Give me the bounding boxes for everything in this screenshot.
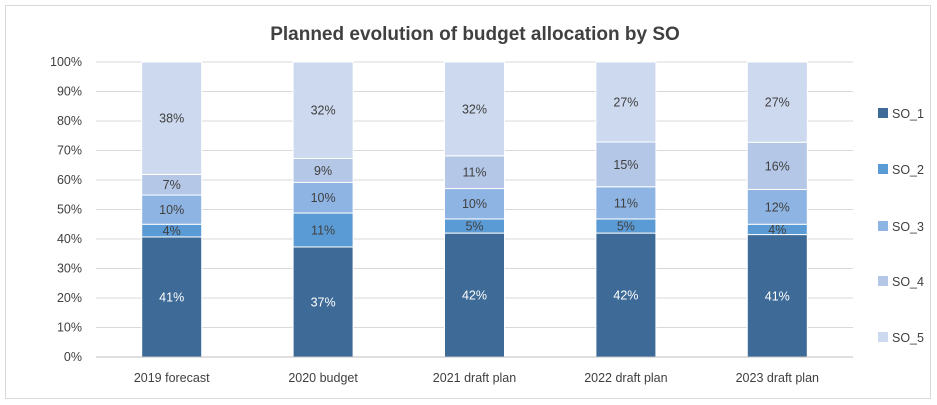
bar-segment-so5 [141, 61, 203, 175]
bar-segment-so4 [595, 141, 657, 188]
data-label: 37% [311, 295, 336, 309]
y-tick-label: 90% [57, 85, 82, 99]
bar-segment-so5 [746, 61, 808, 143]
bar-segment-so3 [141, 194, 203, 225]
data-label: 11% [614, 196, 638, 210]
x-tick-label: 2019 forecast [134, 371, 210, 385]
y-axis: 0% 10% 20% 30% 40% 50% 60% 70% 80% 90% 100% [50, 55, 82, 364]
data-label: 16% [765, 159, 790, 173]
data-label: 10% [311, 191, 336, 205]
legend-label: SO_4 [892, 275, 924, 289]
bar-segment-so2 [292, 212, 354, 248]
x-tick-label: 2023 draft plan [736, 371, 819, 385]
data-label: 10% [159, 203, 184, 217]
data-label: 38% [159, 112, 184, 126]
data-label: 27% [765, 96, 790, 110]
y-tick-label: 70% [57, 144, 82, 158]
data-label: 32% [462, 102, 487, 116]
y-tick-label: 40% [57, 232, 82, 246]
y-tick-label: 10% [57, 321, 82, 335]
chart-title: Planned evolution of budget allocation b… [270, 24, 680, 45]
legend-label: SO_2 [892, 163, 924, 177]
legend-label: SO_3 [892, 220, 924, 234]
bar-segment-so5 [595, 61, 657, 143]
data-label: 7% [163, 178, 181, 192]
y-tick-label: 80% [57, 114, 82, 128]
legend-swatch [878, 164, 888, 174]
bar-segment-so3 [292, 181, 354, 214]
legend: SO_1 SO_2 SO_3 SO_4 SO_5 [878, 107, 924, 345]
bar-segment-so1 [444, 232, 505, 358]
legend-swatch [878, 276, 888, 286]
y-tick-label: 60% [57, 173, 82, 187]
bar-segment-so5 [292, 61, 354, 159]
data-label: 9% [314, 164, 332, 178]
x-tick-label: 2020 budget [288, 371, 358, 385]
bars: 41% 4% 10% 7% 38% 37% 11% 10% 9% 32% 42% 5% 10% 11% 32… [141, 61, 808, 358]
y-tick-label: 30% [57, 262, 82, 276]
y-tick-label: 20% [57, 291, 82, 305]
y-tick-label: 0% [64, 350, 82, 364]
data-label: 5% [465, 220, 483, 234]
legend-label: SO_1 [892, 107, 924, 121]
data-label: 12% [765, 200, 790, 214]
data-label: 11% [311, 224, 335, 238]
data-label: 27% [613, 95, 638, 109]
data-label: 4% [163, 224, 181, 238]
data-label: 10% [462, 197, 487, 211]
legend-label: SO_5 [892, 331, 924, 345]
data-label: 41% [765, 289, 790, 303]
legend-swatch [878, 332, 888, 342]
data-label: 11% [462, 166, 486, 180]
bar-segment-so3 [444, 188, 505, 220]
legend-swatch [878, 221, 888, 231]
x-tick-label: 2021 draft plan [433, 371, 516, 385]
data-label: 5% [617, 220, 635, 234]
x-tick-label: 2022 draft plan [584, 371, 667, 385]
y-tick-label: 50% [57, 203, 82, 217]
data-label: 4% [768, 223, 786, 237]
data-label: 15% [613, 158, 638, 172]
y-tick-label: 100% [50, 55, 82, 69]
bar-segment-so5 [444, 61, 505, 157]
bar-segment-so1 [595, 232, 657, 358]
data-label: 32% [311, 104, 336, 118]
bar-segment-so1 [141, 236, 203, 358]
legend-swatch [878, 108, 888, 118]
data-label: 42% [613, 289, 638, 303]
x-axis: 2019 forecast 2020 budget 2021 draft plan 2… [96, 356, 853, 385]
data-label: 41% [159, 290, 184, 304]
data-label: 42% [462, 289, 487, 303]
